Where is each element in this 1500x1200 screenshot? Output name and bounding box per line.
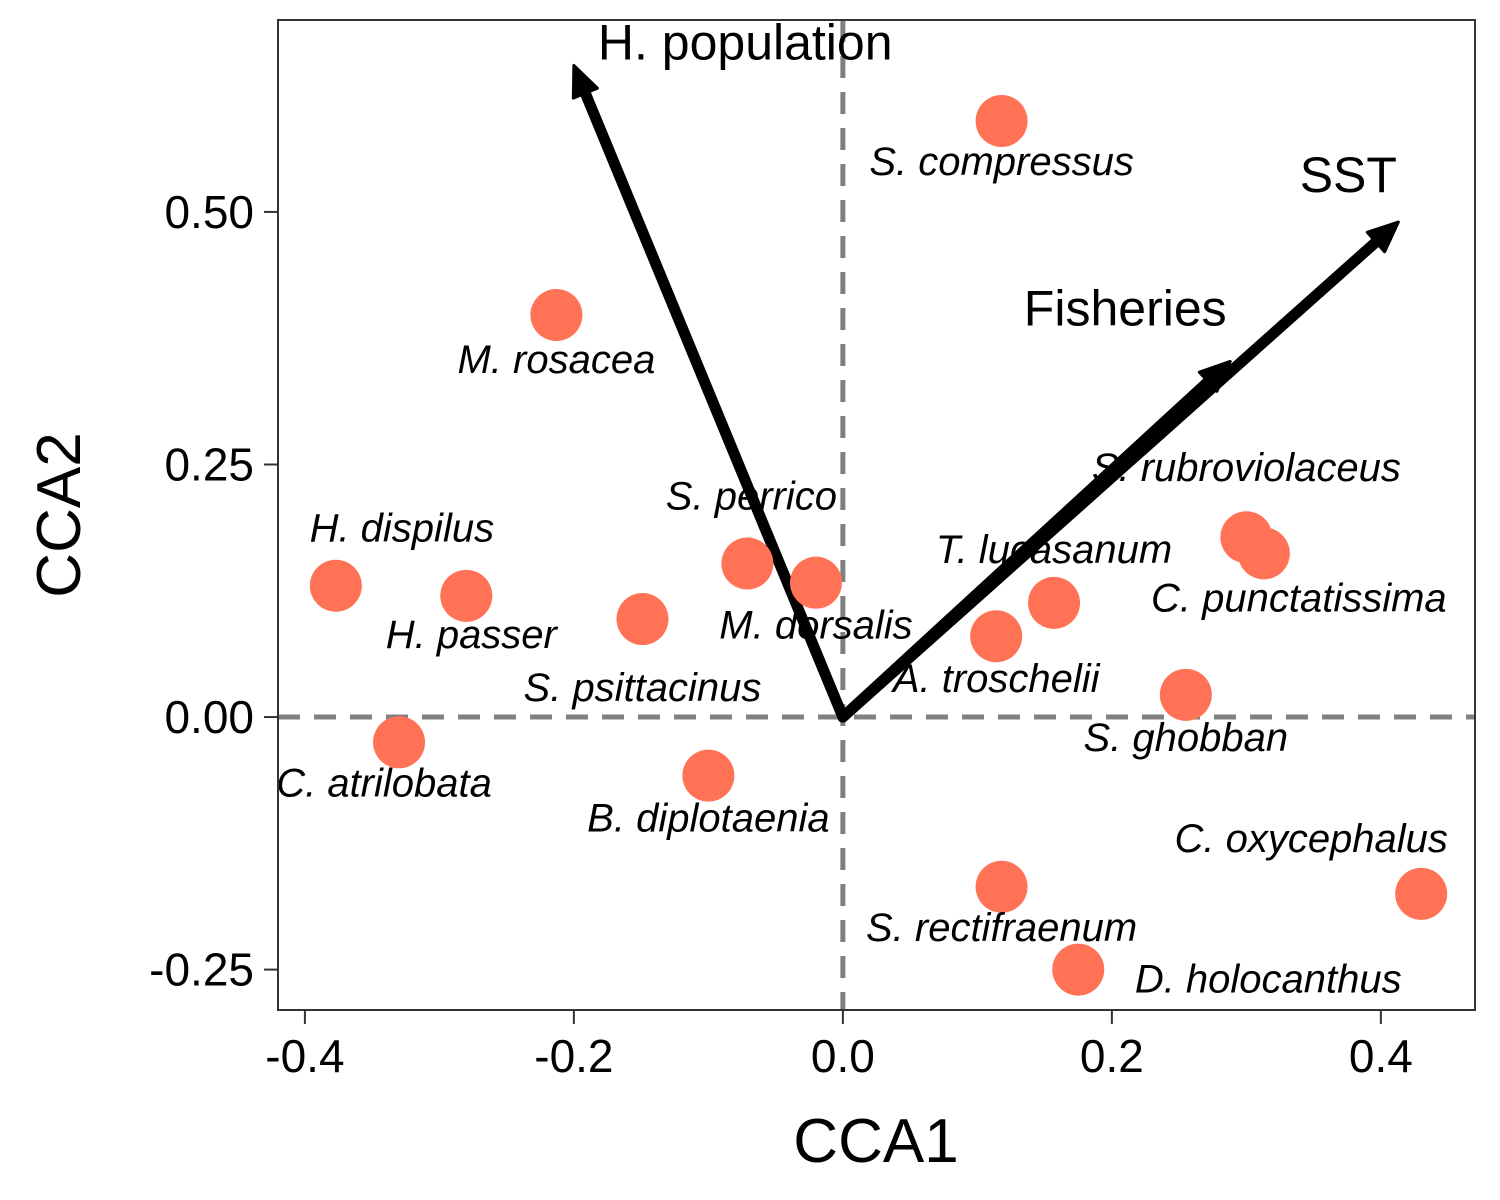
y-axis: -0.25 0.00 0.25 0.50 bbox=[149, 186, 278, 996]
y-axis-title: CCA2 bbox=[25, 432, 94, 597]
y-tick-label: 0.00 bbox=[164, 691, 254, 743]
species-label: M. rosacea bbox=[457, 338, 655, 382]
y-tick-label: 0.25 bbox=[164, 438, 254, 490]
species-label: C. atrilobata bbox=[276, 761, 492, 805]
species-label: S. perrico bbox=[666, 474, 837, 518]
species-label: D. holocanthus bbox=[1135, 958, 1402, 1002]
species-point bbox=[1395, 867, 1448, 920]
species-point bbox=[616, 593, 669, 646]
species-point bbox=[975, 860, 1028, 913]
species-point bbox=[970, 610, 1023, 663]
species-point bbox=[440, 569, 493, 622]
vector-arrow-shaft bbox=[837, 376, 1214, 723]
species-label: S. ghobban bbox=[1084, 716, 1289, 760]
species-label: S. compressus bbox=[869, 140, 1134, 184]
species-point bbox=[1159, 668, 1212, 721]
species-point bbox=[1052, 943, 1105, 996]
x-tick-label: 0.2 bbox=[1080, 1030, 1144, 1082]
species-labels: S. compressus M. rosacea H. dispilus H. pas… bbox=[276, 140, 1448, 1002]
species-label: B. diplotaenia bbox=[587, 797, 829, 841]
species-label: T. lucasanum bbox=[936, 528, 1172, 572]
species-point bbox=[373, 716, 426, 769]
species-point bbox=[309, 559, 362, 612]
species-point bbox=[1028, 576, 1081, 629]
species-point bbox=[789, 556, 842, 609]
panel-background bbox=[278, 20, 1475, 1010]
species-label: C. punctatissima bbox=[1151, 576, 1447, 620]
x-tick-label: -0.2 bbox=[534, 1030, 613, 1082]
x-tick-label: -0.4 bbox=[265, 1030, 344, 1082]
vector-arrow-head bbox=[1365, 220, 1400, 254]
species-label: M. dorsalis bbox=[719, 604, 912, 648]
species-point bbox=[975, 95, 1028, 148]
vector-label: H. population bbox=[598, 14, 893, 70]
environmental-vectors bbox=[571, 63, 1400, 723]
y-tick-label: -0.25 bbox=[149, 944, 254, 996]
species-label: S. rubroviolaceus bbox=[1092, 446, 1401, 490]
species-label: H. passer bbox=[386, 613, 559, 657]
vector-arrow-head bbox=[571, 63, 599, 100]
vector-label: Fisheries bbox=[1024, 280, 1227, 336]
species-label: C. oxycephalus bbox=[1174, 817, 1447, 861]
species-label: S. rectifraenum bbox=[866, 906, 1137, 950]
reference-lines bbox=[278, 20, 1475, 1010]
vector-arrow-head bbox=[1197, 359, 1232, 393]
vector-labels: H. population SST Fisheries bbox=[598, 14, 1397, 336]
x-axis-title: CCA1 bbox=[793, 1107, 958, 1176]
species-point bbox=[530, 288, 583, 341]
species-points bbox=[309, 95, 1448, 996]
x-tick-label: 0.0 bbox=[811, 1030, 875, 1082]
species-label: S. psittacinus bbox=[524, 666, 762, 710]
species-point bbox=[721, 537, 774, 590]
x-tick-label: 0.4 bbox=[1349, 1030, 1413, 1082]
panel-border bbox=[277, 19, 1476, 1011]
x-axis: -0.4 -0.2 0.0 0.2 0.4 bbox=[265, 1010, 1413, 1082]
species-point bbox=[1237, 527, 1290, 580]
species-label: A. troschelii bbox=[891, 657, 1101, 701]
species-point bbox=[682, 749, 735, 802]
y-tick-label: 0.50 bbox=[164, 186, 254, 238]
vector-arrow-shaft bbox=[579, 87, 849, 723]
vector-label: SST bbox=[1300, 147, 1397, 203]
species-label: H. dispilus bbox=[310, 507, 495, 551]
